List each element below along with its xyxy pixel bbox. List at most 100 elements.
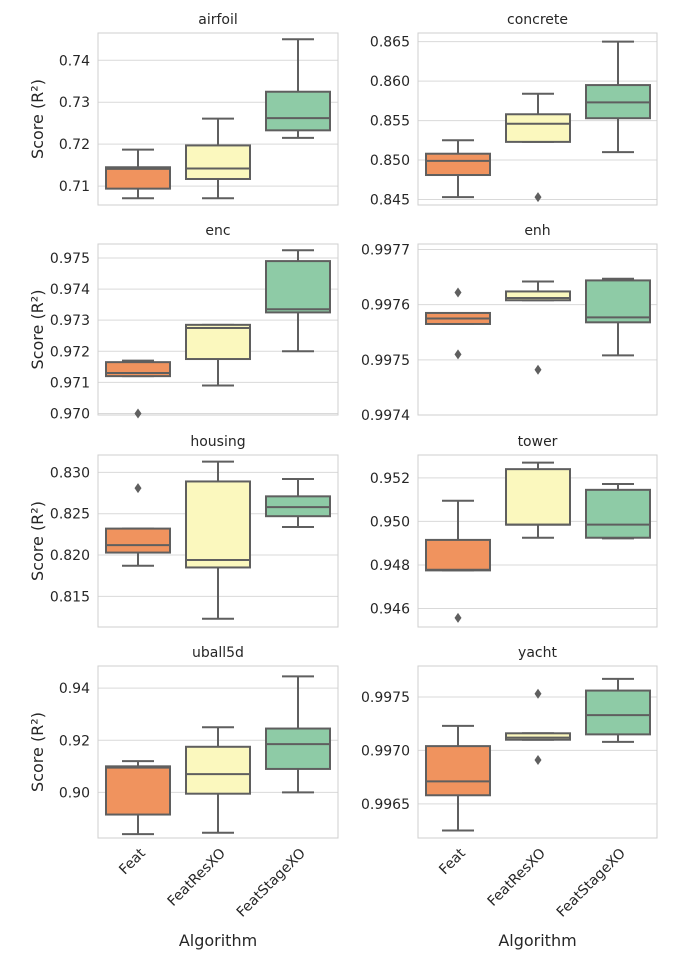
y-tick-label: 0.830 <box>50 465 90 481</box>
outlier-point <box>534 755 542 766</box>
box-iqr <box>185 480 251 569</box>
box-FeatStageXO <box>585 482 651 540</box>
y-tick-label: 0.92 <box>59 733 90 749</box>
box-FeatResXO <box>185 323 251 387</box>
plot-frame <box>97 243 339 416</box>
y-tick-label: 0.9975 <box>361 353 410 369</box>
x-tick-label: Feat <box>436 845 469 878</box>
y-tick-label: 0.973 <box>50 313 90 329</box>
box-FeatStageXO <box>585 277 651 357</box>
box-FeatStageXO <box>585 677 651 743</box>
y-tick-label: 0.972 <box>50 344 90 360</box>
subplot-concrete: 0.845 0.850 0.855 0.860 0.865 concrete <box>370 12 658 208</box>
y-tick-label: 0.9975 <box>361 690 410 706</box>
y-axis-label: Score (R²) <box>28 290 47 370</box>
y-tick-label: 0.948 <box>370 558 410 574</box>
box-Feat <box>105 359 171 419</box>
y-tick-label: 0.855 <box>370 114 410 130</box>
x-tick-label: FeatResXO <box>165 846 229 910</box>
box-iqr <box>505 113 571 143</box>
y-axis-label: Score (R²) <box>28 79 47 159</box>
y-tick-label: 0.971 <box>50 375 90 391</box>
y-tick-label: 0.9970 <box>361 743 410 759</box>
y-tick-label: 0.815 <box>50 589 90 605</box>
subplot-tower: 0.946 0.948 0.950 0.952 tower <box>370 434 658 628</box>
y-tick-label: 0.71 <box>59 179 90 195</box>
box-iqr <box>105 361 171 378</box>
subplot-title: housing <box>190 434 245 450</box>
box-FeatStageXO <box>265 675 331 794</box>
y-tick-label: 0.950 <box>370 514 410 530</box>
y-tick-label: 0.946 <box>370 601 410 617</box>
y-tick-label: 0.94 <box>59 681 90 697</box>
subplot-enh: 0.9974 0.9975 0.9976 0.9977 enh <box>361 223 658 424</box>
y-tick-label: 0.90 <box>59 785 90 801</box>
subplot-uball5d: 0.90 0.92 0.94 uball5d Score (R²) Feat FeatRes… <box>28 645 339 950</box>
y-tick-label: 0.952 <box>370 471 410 487</box>
y-tick-label: 0.9976 <box>361 298 410 314</box>
box-iqr <box>425 745 491 797</box>
outlier-point <box>534 364 542 375</box>
box-Feat <box>105 483 171 567</box>
subplot-title: enc <box>205 223 230 239</box>
y-tick-label: 0.975 <box>50 251 90 267</box>
y-axis-label: Score (R²) <box>28 501 47 581</box>
y-tick-label: 0.9965 <box>361 797 410 813</box>
plot-frame <box>417 665 658 839</box>
subplot-title: yacht <box>518 645 557 661</box>
box-Feat <box>105 760 171 836</box>
box-iqr <box>505 468 571 526</box>
y-tick-label: 0.825 <box>50 507 90 523</box>
y-tick-label: 0.9974 <box>361 408 410 424</box>
plot-frame <box>417 243 658 416</box>
y-tick-label: 0.73 <box>59 95 90 111</box>
y-tick-label: 0.820 <box>50 548 90 564</box>
y-tick-label: 0.9977 <box>361 243 410 259</box>
box-iqr <box>185 745 251 795</box>
box-FeatResXO <box>505 688 571 766</box>
box-FeatResXO <box>505 461 571 539</box>
outlier-point <box>454 612 462 623</box>
y-tick-label: 0.845 <box>370 192 410 208</box>
y-tick-label: 0.970 <box>50 406 90 422</box>
box-Feat <box>425 499 491 623</box>
outlier-point <box>534 192 542 203</box>
box-iqr <box>585 488 651 539</box>
plot-frame <box>417 454 658 628</box>
x-tick-label: Feat <box>116 845 149 878</box>
plot-frame <box>97 454 339 628</box>
box-Feat <box>425 139 491 199</box>
x-tick-label: FeatStageXO <box>554 846 629 921</box>
box-FeatResXO <box>185 726 251 834</box>
box-iqr <box>505 732 571 741</box>
box-iqr <box>585 689 651 736</box>
box-FeatStageXO <box>585 40 651 154</box>
outlier-point <box>534 688 542 699</box>
box-iqr <box>265 90 331 132</box>
box-FeatResXO <box>505 280 571 375</box>
y-tick-label: 0.974 <box>50 282 90 298</box>
box-iqr <box>505 290 571 302</box>
subplot-airfoil: 0.71 0.72 0.73 0.74 airfoil Score (R²) <box>28 12 339 206</box>
subplot-housing: 0.815 0.820 0.825 0.830 housing Score (R²) <box>28 434 339 628</box>
subplot-yacht: 0.9965 0.9970 0.9975 yacht Feat FeatResXO Feat… <box>361 645 658 950</box>
outlier-point <box>134 408 142 419</box>
box-FeatResXO <box>185 460 251 620</box>
outlier-point <box>134 483 142 494</box>
box-Feat <box>425 724 491 832</box>
x-axis-label: Algorithm <box>498 931 576 950</box>
box-iqr <box>185 323 251 361</box>
outlier-point <box>454 349 462 360</box>
box-FeatStageXO <box>265 38 331 139</box>
box-iqr <box>105 166 171 190</box>
x-tick-label: FeatStageXO <box>234 846 309 921</box>
box-FeatResXO <box>185 117 251 200</box>
x-axis-label: Algorithm <box>179 931 257 950</box>
box-iqr <box>185 144 251 180</box>
box-iqr <box>425 152 491 177</box>
box-iqr <box>265 260 331 314</box>
y-tick-label: 0.72 <box>59 137 90 153</box>
y-tick-label: 0.74 <box>59 53 90 69</box>
subplot-title: enh <box>524 223 550 239</box>
box-FeatStageXO <box>265 249 331 353</box>
